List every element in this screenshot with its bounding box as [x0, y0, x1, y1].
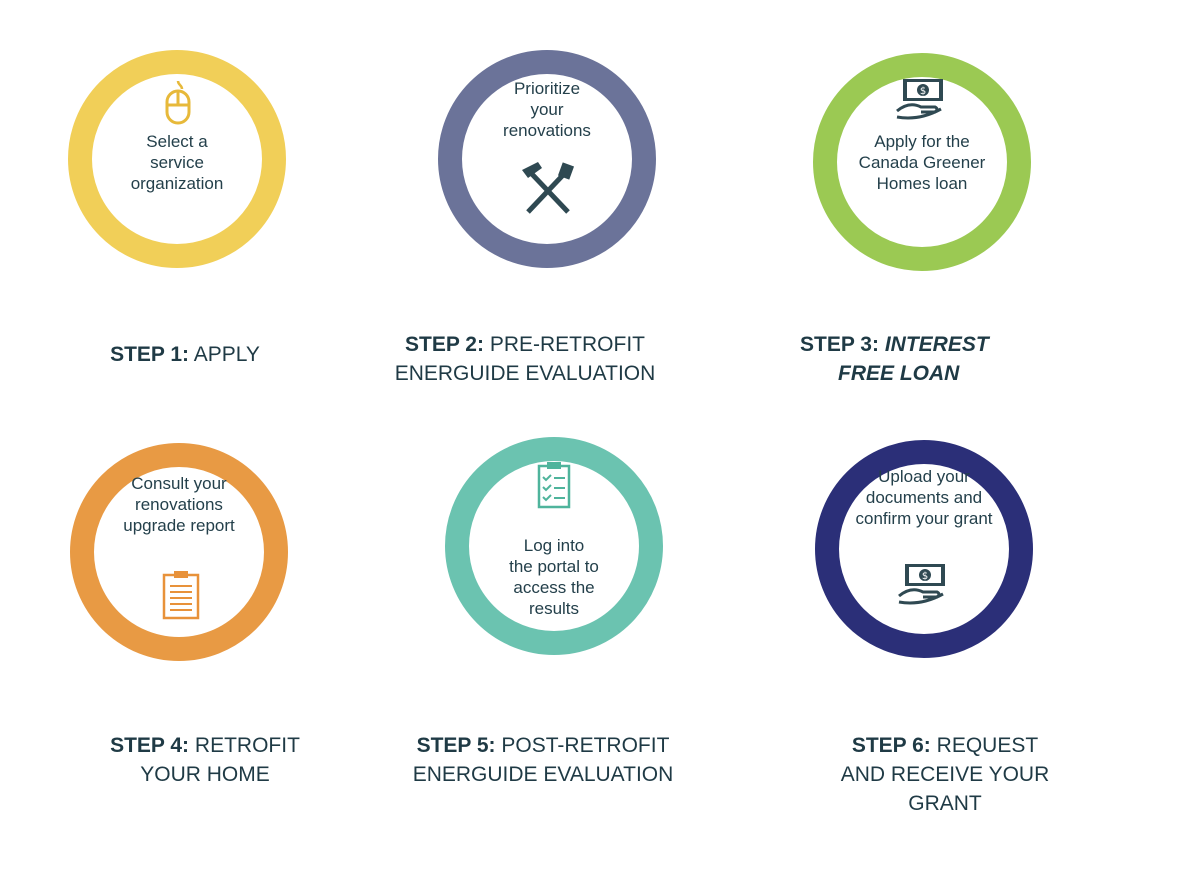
money-in-hand-icon: $	[898, 564, 945, 605]
step-3-prefix: STEP 3:	[800, 333, 879, 356]
step-1-title: STEP 1: APPLY	[100, 340, 270, 369]
step-6-title-line2: AND RECEIVE YOUR	[840, 763, 1050, 786]
step-3-circle: $ Apply for the Canada Greener Homes loa…	[813, 53, 1031, 271]
step-3-circle-text: Apply for the Canada Greener Homes loan	[858, 132, 986, 193]
checklist-clipboard-icon	[537, 462, 571, 509]
step-2-title-line1: PRE-RETROFIT	[489, 333, 645, 356]
money-in-hand-icon: $	[896, 79, 943, 120]
step-6-title-line1: REQUEST	[936, 734, 1039, 757]
step-3-title: STEP 3: INTEREST FREE LOAN	[800, 330, 1040, 388]
step-5-prefix: STEP 5:	[416, 734, 496, 757]
step-5-circle: Log into the portal to access the result…	[445, 437, 663, 655]
step-5-circle-text: Log into the portal to access the result…	[509, 536, 599, 618]
step-1-title-line1: APPLY	[193, 343, 260, 366]
clipboard-report-icon	[162, 571, 200, 620]
step-5-title: STEP 5: POST-RETROFIT ENERGUIDE EVALUATI…	[398, 731, 688, 789]
step-6-prefix: STEP 6:	[851, 734, 931, 757]
svg-text:$: $	[922, 571, 928, 582]
step-3-title-line1: INTEREST	[884, 333, 989, 356]
step-5-title-line2: ENERGUIDE EVALUATION	[412, 763, 674, 786]
step-2-circle-text: Prioritize your renovations	[503, 79, 591, 140]
step-2-title: STEP 2: PRE-RETROFIT ENERGUIDE EVALUATIO…	[380, 330, 670, 388]
step-1-circle-text: Select a service organization	[130, 132, 224, 193]
step-6-circle: Upload your documents and confirm your g…	[815, 440, 1033, 658]
step-4-circle-text: Consult your renovations upgrade report	[123, 474, 235, 535]
step-2-title-line2: ENERGUIDE EVALUATION	[394, 362, 656, 385]
step-3-title-line2: FREE LOAN	[838, 362, 960, 385]
step-2-prefix: STEP 2:	[405, 333, 484, 356]
step-6-title-line3: GRANT	[908, 792, 982, 815]
step-4-title-line1: RETROFIT	[194, 734, 300, 757]
computer-mouse-icon	[165, 80, 191, 125]
svg-text:$: $	[920, 86, 926, 97]
step-6-title: STEP 6: REQUEST AND RECEIVE YOUR GRANT	[805, 731, 1085, 818]
step-1-prefix: STEP 1:	[110, 343, 190, 366]
step-5-title-line1: POST-RETROFIT	[501, 734, 670, 757]
step-4-title-line2: YOUR HOME	[140, 763, 270, 786]
step-4-title: STEP 4: RETROFIT YOUR HOME	[70, 731, 340, 789]
step-4-prefix: STEP 4:	[110, 734, 190, 757]
hammer-and-saw-icon	[522, 162, 575, 214]
step-2-circle: Prioritize your renovations	[438, 50, 656, 268]
step-6-circle-text: Upload your documents and confirm your g…	[855, 467, 993, 528]
step-4-circle: Consult your renovations upgrade report	[70, 443, 288, 661]
step-1-circle: Select a service organization	[68, 50, 286, 268]
